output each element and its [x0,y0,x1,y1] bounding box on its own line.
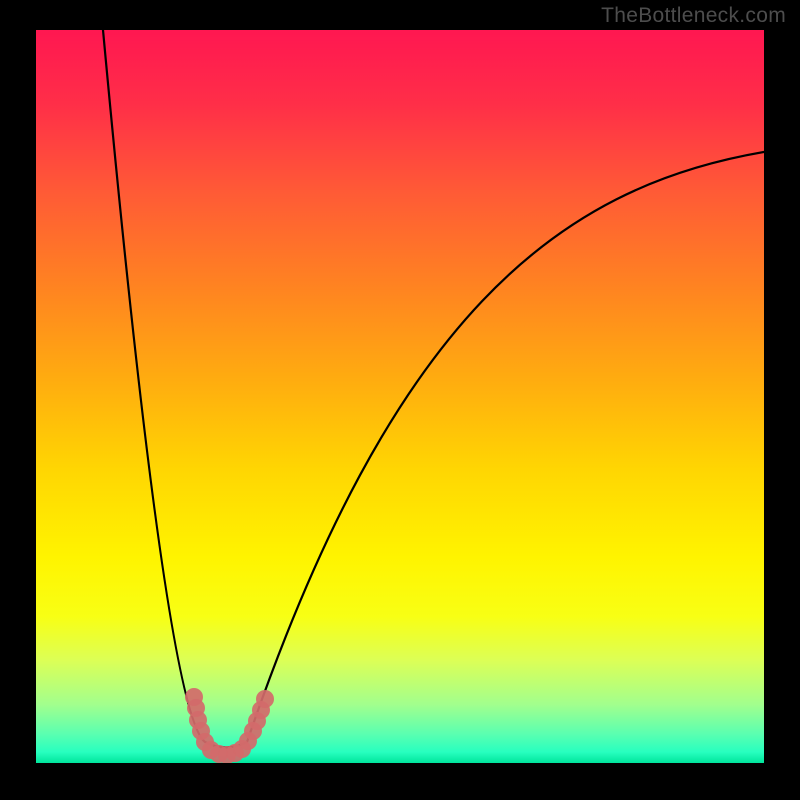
curve-layer [36,30,764,763]
bottleneck-curve [103,30,764,748]
watermark-text: TheBottleneck.com [601,4,786,28]
highlight-dot [256,690,274,708]
highlight-dots [185,688,274,763]
chart-container: TheBottleneck.com [0,0,800,800]
plot-area [36,30,764,763]
